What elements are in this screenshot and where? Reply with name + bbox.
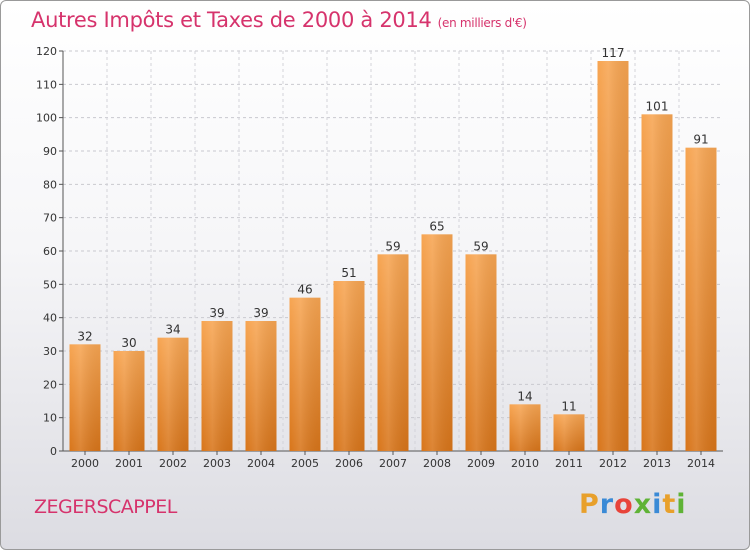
data-label: 14 [517, 389, 532, 403]
y-tick-label: 10 [43, 412, 57, 425]
y-tick-label: 20 [43, 378, 57, 391]
data-label: 59 [473, 239, 488, 253]
bar-shine [597, 61, 629, 451]
data-label: 30 [121, 336, 136, 350]
logo-letter: o [614, 489, 634, 520]
x-tick-label: 2000 [71, 457, 99, 470]
x-tick-label: 2007 [379, 457, 407, 470]
x-tick-label: 2013 [643, 457, 671, 470]
data-label: 51 [341, 266, 356, 280]
data-label: 46 [297, 283, 312, 297]
data-label: 39 [253, 306, 268, 320]
logo-letter: i [676, 489, 687, 520]
bar-shine [201, 321, 233, 451]
data-label: 11 [561, 399, 576, 413]
bar-shine [553, 414, 585, 451]
x-tick-label: 2009 [467, 457, 495, 470]
bar-shine [465, 254, 497, 451]
y-tick-label: 100 [36, 112, 57, 125]
data-label: 34 [165, 323, 180, 337]
x-tick-label: 2008 [423, 457, 451, 470]
logo-letter: r [599, 489, 615, 520]
bar-shine [641, 114, 673, 451]
bar-shine [377, 254, 409, 451]
x-tick-label: 2002 [159, 457, 187, 470]
x-tick-label: 2012 [599, 457, 627, 470]
bar-shine [421, 234, 453, 451]
bar-shine [333, 281, 365, 451]
x-tick-label: 2010 [511, 457, 539, 470]
x-tick-label: 2004 [247, 457, 275, 470]
logo-letter: i [652, 489, 663, 520]
bar-shine [685, 147, 717, 451]
bar-shine [509, 404, 541, 451]
proxiti-logo: Proxiti [579, 489, 687, 520]
x-tick-label: 2011 [555, 457, 583, 470]
x-tick-label: 2005 [291, 457, 319, 470]
logo-letter: t [662, 489, 677, 520]
data-label: 65 [429, 219, 444, 233]
bar-shine [69, 344, 101, 451]
y-tick-label: 110 [36, 78, 57, 91]
data-label: 39 [209, 306, 224, 320]
x-tick-label: 2003 [203, 457, 231, 470]
data-labels: 32 30 34 39 39 46 51 59 65 59 14 11 117 101 91 [77, 46, 708, 413]
logo-letter: P [579, 489, 600, 520]
y-tick-label: 60 [43, 245, 57, 258]
y-tick-label: 50 [43, 278, 57, 291]
y-tick-label: 0 [50, 445, 57, 458]
x-tick-label: 2001 [115, 457, 143, 470]
axes: 0 10 20 30 40 50 60 70 80 90 100 110 120 2000 2001 2002… [36, 45, 723, 470]
x-tick-label: 2014 [687, 457, 715, 470]
data-label: 32 [77, 329, 92, 343]
logo-letter: x [633, 489, 653, 520]
bar-shine [245, 321, 277, 451]
location-name: ZEGERSCAPPEL [34, 496, 177, 518]
bar-shine [113, 351, 145, 451]
y-tick-label: 40 [43, 312, 57, 325]
data-label: 59 [385, 239, 400, 253]
x-tick-label: 2006 [335, 457, 363, 470]
y-tick-label: 80 [43, 178, 57, 191]
bar-shine [157, 337, 189, 451]
data-label: 101 [646, 99, 669, 113]
data-label: 117 [602, 46, 625, 60]
y-tick-label: 120 [36, 45, 57, 58]
y-tick-label: 70 [43, 212, 57, 225]
data-label: 91 [693, 133, 708, 147]
y-tick-label: 30 [43, 345, 57, 358]
chart-subtitle: (en milliers d'€) [437, 16, 527, 30]
bar-shine [289, 297, 321, 451]
bars [69, 61, 717, 451]
chart-title-text: Autres Impôts et Taxes de 2000 à 2014 [31, 8, 432, 32]
chart-title: Autres Impôts et Taxes de 2000 à 2014 (en… [31, 8, 527, 32]
y-tick-label: 90 [43, 145, 57, 158]
